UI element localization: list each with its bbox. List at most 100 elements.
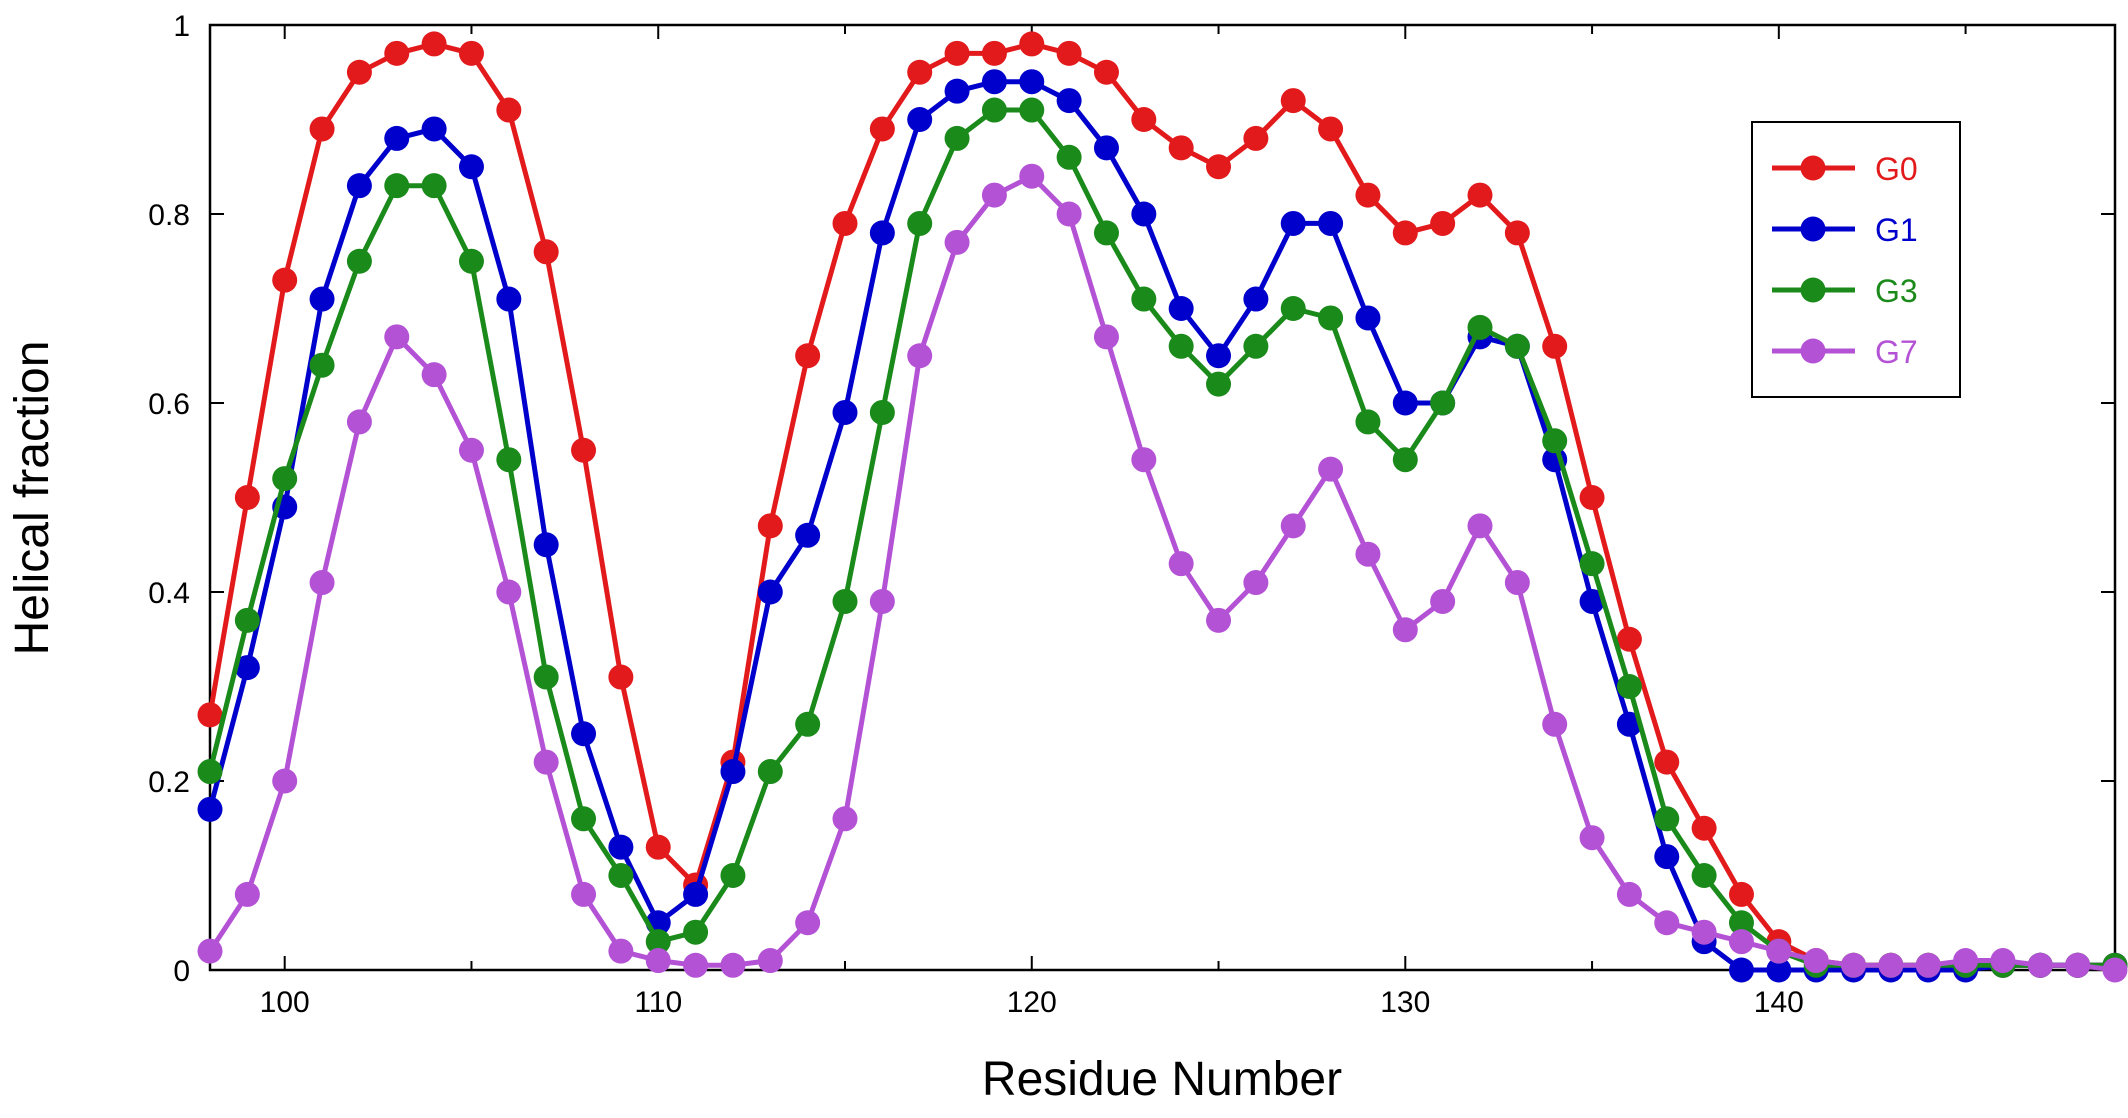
data-point — [1392, 447, 1418, 473]
data-point — [197, 796, 223, 822]
data-point — [1355, 541, 1381, 567]
data-point — [1093, 220, 1119, 246]
data-point — [272, 267, 298, 293]
data-point — [795, 711, 821, 737]
data-point — [683, 881, 709, 907]
data-point — [645, 948, 671, 974]
x-tick-label: 120 — [1007, 986, 1057, 1019]
x-tick-label: 110 — [634, 986, 682, 1019]
y-tick-label: 0.8 — [148, 199, 190, 232]
data-point — [907, 343, 933, 369]
data-point — [795, 343, 821, 369]
data-point — [1168, 296, 1194, 321]
data-point — [234, 881, 260, 907]
legend-swatch-marker — [1800, 277, 1826, 303]
data-point — [346, 59, 372, 85]
data-point — [1542, 333, 1568, 359]
data-point — [458, 437, 484, 463]
data-point — [496, 97, 522, 123]
data-point — [1318, 116, 1344, 142]
data-point — [384, 125, 410, 151]
data-point — [1467, 182, 1493, 208]
data-point — [346, 173, 372, 199]
series-line — [207, 173, 2116, 973]
data-point — [608, 664, 634, 690]
series-G7 — [197, 163, 2128, 983]
data-point — [1131, 286, 1157, 312]
data-point — [832, 588, 858, 614]
data-point — [2027, 952, 2053, 978]
data-point — [1019, 163, 1045, 189]
data-point — [608, 863, 634, 888]
data-point — [1467, 314, 1493, 340]
data-point — [1056, 88, 1082, 114]
data-point — [571, 437, 597, 463]
data-point — [1654, 844, 1680, 870]
data-point — [1131, 447, 1157, 473]
data-point — [1019, 97, 1045, 123]
x-tick-label: 140 — [1754, 986, 1804, 1019]
data-point — [944, 40, 970, 66]
data-point — [346, 409, 372, 435]
data-point — [757, 579, 783, 605]
data-point — [757, 513, 783, 539]
data-point — [1206, 154, 1232, 180]
data-point — [1392, 220, 1418, 246]
series-layer — [197, 31, 2128, 983]
data-point — [1766, 957, 1792, 983]
data-point — [533, 664, 559, 690]
data-point — [1691, 863, 1717, 888]
data-point — [533, 532, 559, 558]
data-point — [272, 466, 298, 492]
legend: G0 G1 G3 G7 — [1751, 121, 1961, 398]
data-point — [272, 768, 298, 794]
data-point — [1654, 749, 1680, 775]
data-point — [720, 759, 746, 785]
data-point — [981, 182, 1007, 208]
data-point — [683, 952, 709, 978]
data-point — [1056, 40, 1082, 66]
data-point — [458, 40, 484, 66]
data-point — [384, 173, 410, 199]
data-point — [944, 78, 970, 104]
data-point — [1728, 881, 1754, 907]
data-point — [234, 607, 260, 633]
data-point — [1803, 948, 1829, 974]
data-point — [309, 286, 335, 312]
x-axis-ticks: 100 110 120 130 140 — [260, 25, 1967, 1019]
data-point — [645, 834, 671, 860]
data-point — [869, 220, 895, 246]
legend-item: G3 — [1772, 273, 1918, 309]
legend-item: G0 — [1772, 151, 1918, 187]
data-point — [1504, 333, 1530, 359]
data-point — [757, 759, 783, 785]
data-point — [1355, 409, 1381, 435]
legend-label: G0 — [1875, 151, 1918, 187]
data-point — [869, 588, 895, 614]
data-point — [1691, 919, 1717, 945]
data-point — [608, 834, 634, 860]
data-point — [869, 399, 895, 425]
data-point — [197, 938, 223, 964]
data-point — [1280, 88, 1306, 114]
data-point — [197, 702, 223, 728]
data-point — [1243, 570, 1269, 596]
data-point — [1243, 125, 1269, 151]
data-point — [1728, 929, 1754, 955]
data-point — [1616, 881, 1642, 907]
data-point — [1990, 948, 2016, 974]
data-point — [1878, 952, 1904, 978]
data-point — [1056, 144, 1082, 170]
data-point — [1280, 296, 1306, 321]
data-point — [1691, 815, 1717, 841]
data-point — [1019, 69, 1045, 95]
data-point — [907, 210, 933, 236]
data-point — [421, 362, 447, 388]
data-point — [1056, 201, 1082, 227]
data-point — [1467, 513, 1493, 539]
data-point — [1392, 617, 1418, 643]
y-tick-label: 0.4 — [148, 577, 190, 610]
data-point — [1579, 825, 1605, 851]
data-point — [1093, 59, 1119, 85]
